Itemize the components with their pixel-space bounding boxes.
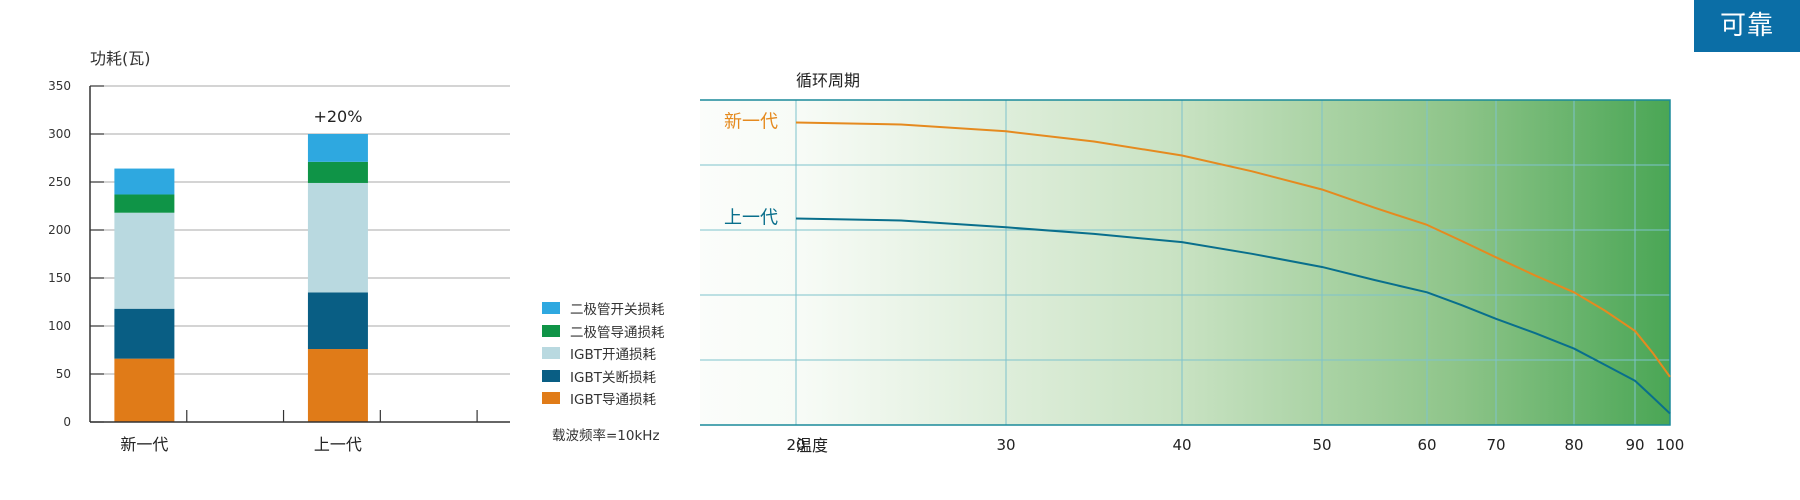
- bar-segment-1-1: [307, 292, 368, 350]
- line-chart-plot-background: [700, 100, 1670, 425]
- legend-swatch: [542, 324, 560, 337]
- legend-label: 二极管开关损耗: [570, 302, 665, 319]
- legend-label: IGBT开通损耗: [570, 347, 656, 364]
- legend-swatch: [542, 392, 560, 405]
- line-series-1: [795, 217, 1671, 415]
- power-loss-bar-chart: 功耗(瓦) 0 50 100 150 200 250 300 350 新一代 上一代 +20%: [48, 49, 510, 454]
- line-x-tick-label: 60: [1417, 436, 1436, 454]
- bar-category-label: 新一代: [120, 435, 168, 454]
- line-chart-labels: 10,000100,0001,000,00010,000,000100,000,…: [724, 112, 1685, 454]
- line-series-label: 上一代: [724, 208, 778, 229]
- bar-segment-0-1: [114, 308, 175, 359]
- bar-y-tick-label: 50: [56, 367, 71, 381]
- line-chart-x-axis-label: 温度: [796, 436, 828, 455]
- line-chart-plot-frame: [700, 99, 1671, 426]
- bar-y-tick-label: 150: [48, 271, 71, 285]
- line-chart-y-axis-label: 循环周期: [796, 71, 860, 90]
- bar-segment-0-4: [114, 168, 175, 195]
- bar-segment-1-0: [307, 349, 368, 422]
- line-x-tick-label: 100: [1656, 436, 1685, 454]
- bar-segment-1-2: [307, 182, 368, 293]
- line-x-tick-label: 20: [786, 436, 805, 454]
- line-series-label: 新一代: [724, 112, 778, 133]
- bar-chart-bars: [114, 134, 368, 422]
- legend-label: IGBT关断损耗: [570, 369, 656, 386]
- bar-y-tick-label: 300: [48, 127, 71, 141]
- legend-item: IGBT关断损耗: [542, 365, 722, 388]
- line-x-tick-label: 70: [1486, 436, 1505, 454]
- line-x-tick-label: 90: [1625, 436, 1644, 454]
- line-series-0: [795, 121, 1671, 378]
- bar-chart-legend: 二极管开关损耗 二极管导通损耗 IGBT开通损耗 IGBT关断损耗 IGBT导通损耗 载…: [542, 297, 722, 444]
- bar-category-label: 上一代: [314, 435, 362, 454]
- bar-chart-axes: [89, 85, 510, 423]
- bar-segment-1-3: [307, 161, 368, 183]
- line-x-tick-label: 50: [1312, 436, 1331, 454]
- line-x-tick-label: 80: [1564, 436, 1583, 454]
- bar-chart-labels: 0 50 100 150 200 250 300 350 新一代 上一代 +20%: [48, 79, 362, 454]
- cycle-life-line-chart: 10,000100,0001,000,00010,000,000100,000,…: [700, 71, 1685, 455]
- bar-y-tick-label: 0: [63, 415, 71, 429]
- line-chart-series: [795, 121, 1671, 415]
- legend-label: IGBT导通损耗: [570, 392, 656, 409]
- legend-item: 二极管开关损耗: [542, 297, 722, 320]
- bar-segment-0-2: [114, 212, 175, 309]
- bar-chart-y-axis-label: 功耗(瓦): [90, 49, 151, 68]
- legend-label: 二极管导通损耗: [570, 324, 665, 341]
- legend-swatch: [542, 369, 560, 382]
- legend-swatch: [542, 302, 560, 315]
- bar-y-tick-label: 350: [48, 79, 71, 93]
- bar-y-tick-label: 250: [48, 175, 71, 189]
- bar-segment-0-0: [114, 358, 175, 422]
- bar-increase-annotation: +20%: [313, 107, 362, 126]
- carrier-frequency-note: 载波频率=10kHz: [552, 427, 660, 444]
- legend-item: 二极管导通损耗: [542, 320, 722, 343]
- bar-y-tick-label: 200: [48, 223, 71, 237]
- reliability-badge: 可靠: [1694, 0, 1800, 52]
- bar-segment-0-3: [114, 194, 175, 213]
- line-x-tick-label: 30: [996, 436, 1015, 454]
- line-x-tick-label: 40: [1172, 436, 1191, 454]
- bar-y-tick-label: 100: [48, 319, 71, 333]
- legend-item: IGBT开通损耗: [542, 342, 722, 365]
- legend-swatch: [542, 347, 560, 360]
- legend-item: IGBT导通损耗: [542, 387, 722, 410]
- bar-segment-1-4: [307, 134, 368, 162]
